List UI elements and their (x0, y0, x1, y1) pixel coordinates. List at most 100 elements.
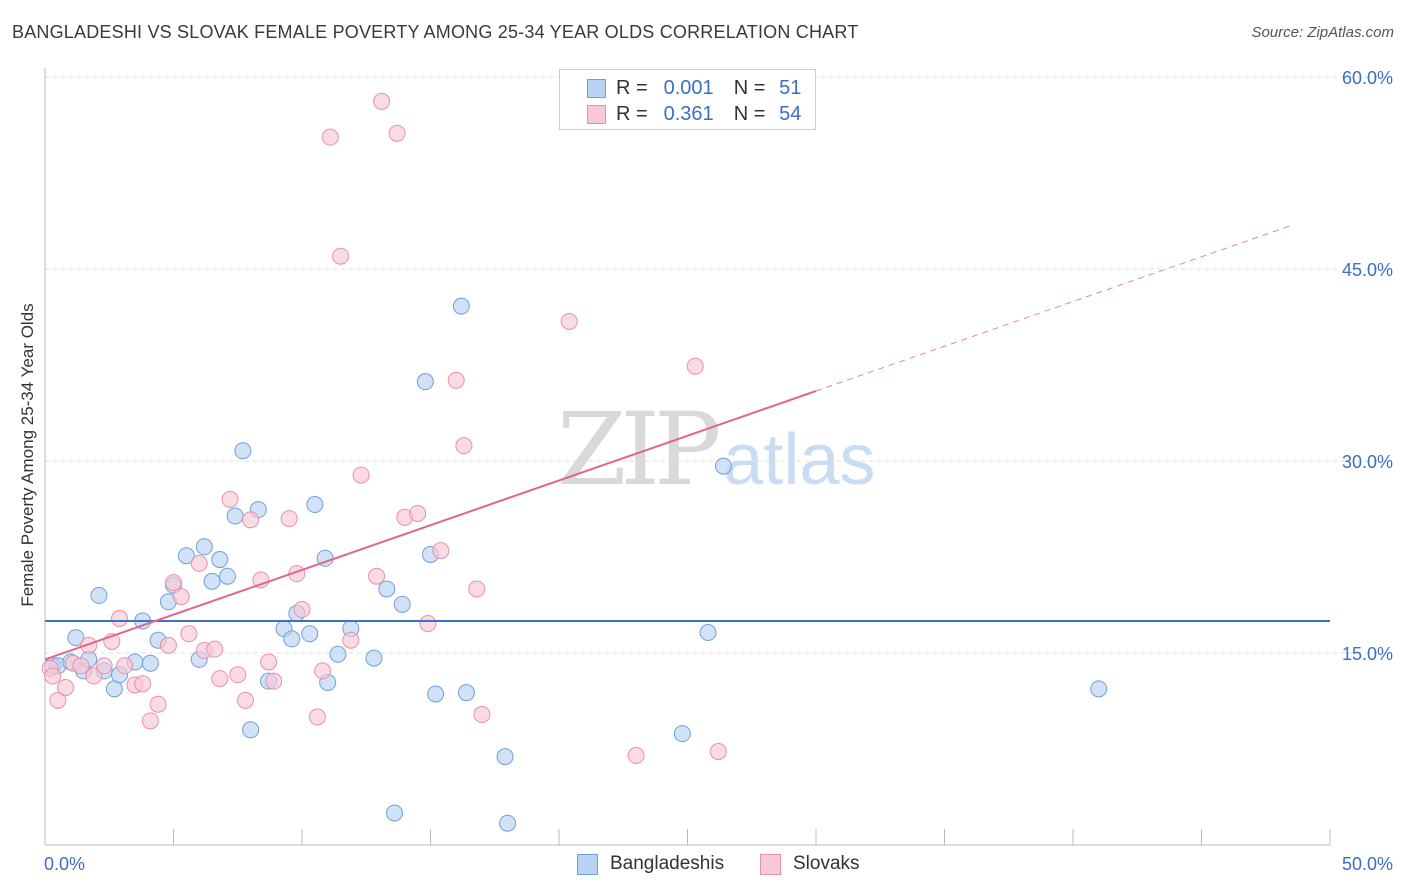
bottom-legend-slovaks: Slovaks (760, 852, 860, 876)
slovaks-point (229, 666, 247, 684)
y-tick-label: 45.0% (1342, 260, 1393, 280)
slovaks-point (211, 670, 229, 688)
bangladeshis-point (714, 457, 732, 475)
chart-title: BANGLADESHI VS SLOVAK FEMALE POVERTY AMO… (12, 22, 859, 42)
y-tick-label: 60.0% (1342, 68, 1393, 88)
slovaks-point (260, 653, 278, 671)
bangladeshis-point (67, 629, 85, 647)
slovaks-point (342, 631, 360, 649)
slovaks-point (149, 695, 167, 713)
slovaks-point (252, 571, 270, 589)
bangladeshis-point (378, 580, 396, 598)
slovaks-point (455, 437, 473, 455)
x-tick-label: 50.0% (1342, 854, 1393, 874)
slovaks-point (95, 657, 113, 675)
bangladeshis-legend-swatch (577, 853, 598, 875)
slovaks-point (280, 510, 298, 528)
slovaks-point (432, 542, 450, 560)
bangladeshis-point (329, 645, 347, 663)
bangladeshis-point (416, 373, 434, 391)
y-tick-label: 30.0% (1342, 452, 1393, 472)
slovaks-point (236, 691, 254, 709)
bangladeshis-point (218, 567, 236, 585)
bangladeshis-point (393, 595, 411, 613)
zipatlas-watermark: ZIP atlas (557, 391, 876, 508)
bangladeshis-point (1090, 680, 1108, 698)
slovaks-point (159, 636, 177, 654)
slovaks-point (473, 705, 491, 723)
slovaks-point (111, 609, 129, 627)
slovaks-point (468, 580, 486, 598)
slovaks-point (368, 567, 386, 585)
slovaks-point (709, 743, 727, 761)
slovaks-point (141, 712, 159, 730)
legend-row-bangladeshis: R = 0.001 N = 51 (587, 76, 801, 100)
y-tick-label: 15.0% (1342, 644, 1393, 664)
legend-n-label: N = (733, 102, 766, 125)
bangladeshis-point (211, 551, 229, 569)
bangladeshis-point (386, 804, 404, 822)
bangladeshis-point (427, 685, 445, 703)
slovaks-point (80, 636, 98, 654)
slovaks-legend-swatch (760, 853, 781, 875)
slovaks-trend-extension (815, 225, 1292, 392)
source-credit: Source: ZipAtlas.com (1251, 24, 1394, 41)
bangladeshis-point (496, 748, 514, 766)
legend-row-slovaks: R = 0.361 N = 54 (587, 102, 801, 126)
bangladeshis-point (203, 572, 221, 590)
slovaks-point (409, 504, 427, 522)
bangladeshis-point (90, 586, 108, 604)
slovaks-point (206, 640, 224, 658)
slovaks-point (332, 247, 350, 265)
legend-n-value: 54 (779, 102, 802, 125)
bangladeshis-point (452, 297, 470, 315)
legend-r-label: R = (616, 76, 648, 99)
slovaks-point (388, 124, 406, 142)
slovaks-point (321, 128, 339, 146)
slovaks-point (373, 92, 391, 110)
legend-r-value: 0.361 (663, 102, 714, 125)
slovaks-point (165, 574, 182, 592)
x-tick-label: 0.0% (44, 854, 85, 874)
bangladeshis-point (177, 547, 195, 565)
slovaks-point (293, 600, 311, 618)
slovaks-point (44, 667, 62, 685)
bangladeshis-point (365, 649, 383, 667)
slovaks-points (41, 92, 727, 764)
bangladeshis-point (195, 538, 213, 556)
slovaks-point (57, 679, 75, 697)
bangladeshis-point (242, 721, 260, 739)
bangladeshis-point (306, 496, 324, 514)
legend-r-value: 0.001 (663, 76, 714, 99)
slovaks-point (134, 675, 152, 693)
bangladeshis-swatch (587, 78, 606, 98)
bangladeshis-point (457, 684, 475, 702)
slovaks-point (627, 746, 645, 764)
bangladeshis-point (226, 507, 244, 525)
slovaks-point (419, 615, 437, 633)
slovaks-point (686, 357, 704, 375)
bangladeshis-legend-label: Bangladeshis (610, 853, 725, 874)
slovaks-point (308, 708, 326, 726)
slovaks-point (221, 490, 239, 508)
bangladeshis-point (283, 630, 301, 648)
slovaks-point (49, 691, 67, 709)
slovaks-point (242, 511, 260, 529)
correlation-legend: R = 0.001 N = 51 R = 0.361 N = 54 (559, 69, 816, 130)
slovaks-point (116, 657, 134, 675)
bangladeshis-point (499, 814, 517, 832)
bangladeshis-point (673, 725, 691, 743)
bangladeshis-point (234, 442, 252, 460)
axes (44, 68, 1331, 846)
bangladeshis-point (301, 625, 319, 643)
slovaks-point (85, 667, 103, 685)
slovaks-point (172, 588, 190, 606)
legend-n-label: N = (733, 76, 766, 99)
legend-r-label: R = (616, 102, 648, 125)
bangladeshis-point (141, 654, 159, 672)
slovaks-point (447, 371, 465, 389)
legend-n-value: 51 (779, 76, 802, 99)
slovaks-point (352, 466, 370, 484)
slovaks-legend-label: Slovaks (793, 853, 860, 874)
